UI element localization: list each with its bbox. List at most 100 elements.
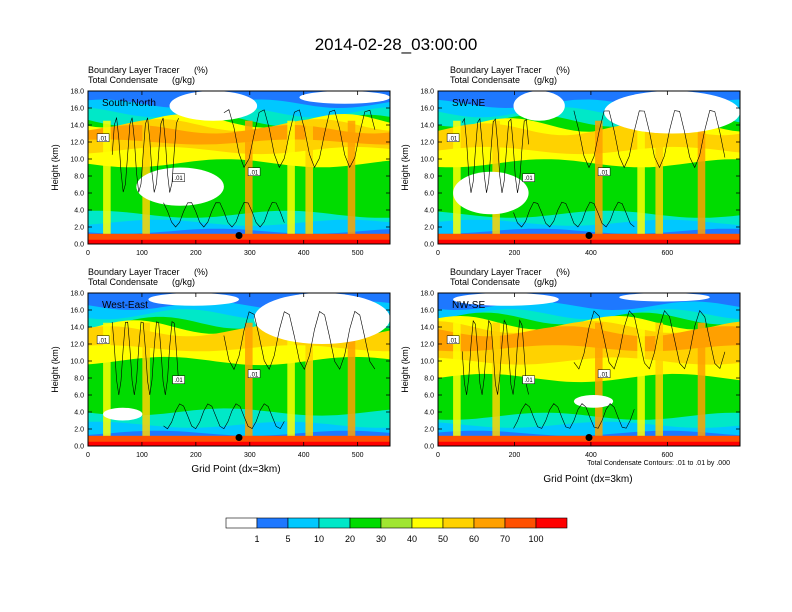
contour-label: .01 bbox=[174, 176, 183, 182]
x-tick-label: 400 bbox=[585, 250, 597, 257]
condensate-contour bbox=[223, 310, 376, 371]
y-tick-label: 2.0 bbox=[74, 225, 84, 232]
condensate-contour bbox=[573, 110, 726, 169]
panel-label: NW-SE bbox=[452, 300, 485, 311]
colorbar-swatch bbox=[504, 517, 537, 529]
contour-label: .01 bbox=[174, 378, 183, 384]
panel-header-tracer-unit: (%) bbox=[194, 65, 208, 75]
y-tick-label: 12.0 bbox=[420, 342, 434, 349]
panel-label-text: West-East bbox=[102, 300, 148, 311]
y-tick-label: 12.0 bbox=[70, 140, 84, 147]
panel-header-condensate-unit: (g/kg) bbox=[172, 277, 195, 287]
boundary-layer-core bbox=[88, 239, 390, 244]
contour-label: .01 bbox=[600, 372, 609, 378]
panel-west-east: Boundary Layer Tracer (%) Total Condensate… bbox=[50, 267, 391, 459]
convective-plume bbox=[697, 322, 706, 438]
colorbar-label: 30 bbox=[376, 534, 386, 544]
panel-header-tracer: Boundary Layer Tracer bbox=[88, 267, 180, 277]
contour-label-box bbox=[96, 335, 110, 344]
field-band-level-8 bbox=[88, 125, 390, 145]
panel-label: South-North bbox=[102, 98, 156, 109]
contour-label: .01 bbox=[524, 378, 533, 384]
location-marker bbox=[235, 434, 243, 441]
y-tick-label: 0.0 bbox=[74, 242, 84, 249]
colorbar-swatch bbox=[473, 517, 506, 529]
clear-air-region bbox=[453, 171, 529, 215]
colorbar-swatch bbox=[442, 517, 475, 529]
y-tick-label: 2.0 bbox=[74, 427, 84, 434]
y-tick-label: 10.0 bbox=[70, 157, 84, 164]
contour-label: .01 bbox=[99, 338, 108, 344]
contour-label-box bbox=[96, 133, 110, 142]
convective-plume bbox=[142, 322, 150, 438]
panel-header-condensate-unit: (g/kg) bbox=[534, 277, 557, 287]
x-tick-label: 500 bbox=[352, 250, 364, 257]
y-tick-label: 18.0 bbox=[70, 89, 84, 96]
convective-plume bbox=[245, 120, 253, 236]
y-tick-label: 0.0 bbox=[424, 242, 434, 249]
clear-air-region bbox=[148, 293, 239, 306]
contour-label-box bbox=[172, 375, 185, 384]
y-tick-label: 12.0 bbox=[420, 140, 434, 147]
figure-title: 2014-02-28_03:00:00 bbox=[315, 35, 478, 54]
contour-label-box bbox=[247, 167, 261, 176]
panel-header-condensate-unit: (g/kg) bbox=[534, 75, 557, 85]
colorbar-swatch bbox=[380, 517, 413, 529]
y-tick-label: 16.0 bbox=[420, 308, 434, 315]
panel-header-condensate: Total Condensate bbox=[88, 277, 158, 287]
panel-header-tracer-unit: (%) bbox=[556, 267, 570, 277]
convective-plume bbox=[637, 120, 645, 236]
convective-plume bbox=[245, 322, 253, 438]
contour-label-box bbox=[522, 375, 535, 384]
y-tick-label: 10.0 bbox=[420, 157, 434, 164]
location-marker bbox=[585, 232, 593, 239]
field-band-level-7 bbox=[88, 326, 390, 352]
location-marker bbox=[585, 434, 593, 441]
contour-label: .01 bbox=[250, 372, 259, 378]
contour-note: Total Condensate Contours: .01 to .01 by… bbox=[587, 460, 730, 467]
convective-plume bbox=[595, 322, 603, 438]
panel-header-tracer: Boundary Layer Tracer bbox=[88, 65, 180, 75]
tracer-field: .01 .01 .01 bbox=[438, 293, 740, 446]
convective-plume bbox=[347, 120, 356, 236]
condensate-contour bbox=[111, 117, 179, 193]
condensate-contour bbox=[573, 309, 726, 370]
y-tick-label: 16.0 bbox=[420, 106, 434, 113]
colorbar-label: 20 bbox=[345, 534, 355, 544]
contour-label: .01 bbox=[524, 176, 533, 182]
y-tick-label: 8.0 bbox=[424, 174, 434, 181]
panels: Boundary Layer Tracer (%) Total Condensate… bbox=[50, 65, 741, 459]
colorbar-label: 40 bbox=[407, 534, 417, 544]
convective-plume bbox=[287, 120, 295, 236]
y-tick-label: 8.0 bbox=[74, 174, 84, 181]
clear-air-region bbox=[103, 407, 143, 421]
y-tick-label: 4.0 bbox=[74, 208, 84, 215]
y-tick-label: 18.0 bbox=[420, 89, 434, 96]
colorbar-label: 1 bbox=[254, 534, 259, 544]
plot-frame bbox=[437, 90, 741, 245]
contour-label: .01 bbox=[250, 170, 259, 176]
y-axis-label: Height (km) bbox=[50, 346, 60, 393]
y-tick-label: 14.0 bbox=[420, 123, 434, 130]
y-tick-label: 12.0 bbox=[70, 342, 84, 349]
x-tick-label: 100 bbox=[136, 452, 148, 459]
y-tick-label: 2.0 bbox=[424, 427, 434, 434]
panel-header-tracer-unit: (%) bbox=[556, 65, 570, 75]
colorbar-label: 10 bbox=[314, 534, 324, 544]
tracer-field: .01 .01 .01 bbox=[88, 293, 390, 446]
contour-label-box bbox=[247, 369, 261, 378]
convective-plume bbox=[595, 120, 603, 236]
contour-label-box bbox=[597, 167, 611, 176]
x-tick-label: 0 bbox=[86, 250, 90, 257]
panel-sw-ne: Boundary Layer Tracer (%) Total Condensate… bbox=[400, 65, 741, 257]
colorbar-swatch bbox=[535, 517, 568, 529]
contour-label: .01 bbox=[99, 136, 108, 142]
condensate-contour bbox=[163, 202, 285, 228]
convective-plume bbox=[655, 120, 663, 236]
clear-air-region bbox=[604, 91, 740, 134]
y-tick-label: 14.0 bbox=[70, 325, 84, 332]
convective-plume bbox=[305, 322, 313, 438]
plot-frame bbox=[437, 292, 741, 447]
clear-air-region bbox=[619, 293, 710, 302]
panel-label-text: NW-SE bbox=[452, 300, 485, 311]
